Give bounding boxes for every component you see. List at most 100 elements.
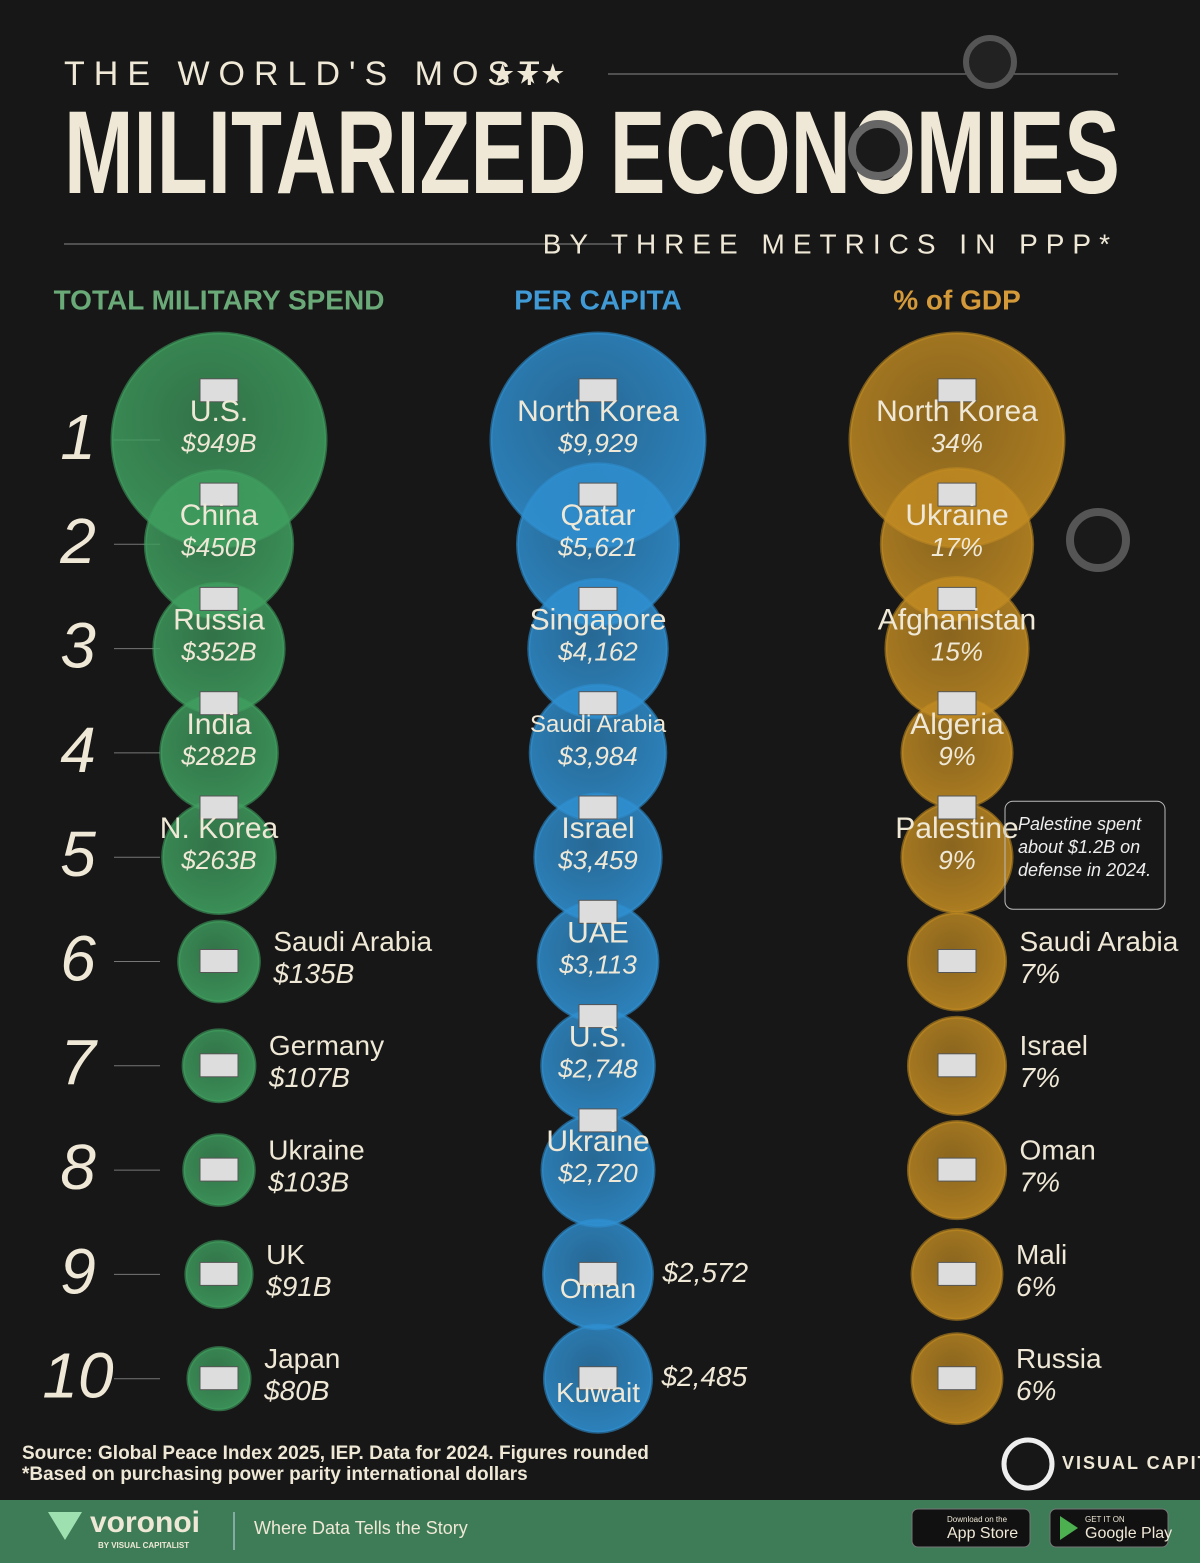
flag: [937, 949, 977, 973]
bubble-label: Japan: [264, 1343, 340, 1374]
vc-logo: [1001, 1437, 1055, 1491]
value-label: 34%: [931, 428, 983, 458]
voronoi: voronoi: [90, 1506, 200, 1539]
annotation-text: Palestine spent about $1.2B on defense i…: [1018, 814, 1152, 881]
bubble-label: Mali: [1016, 1239, 1067, 1270]
value-label: 7%: [1020, 1166, 1060, 1197]
flag: [199, 378, 239, 403]
value-label: $3,113: [558, 949, 637, 979]
flag: [578, 586, 618, 611]
value-label: $103B: [267, 1166, 349, 1197]
bullet-hole: [1066, 508, 1130, 572]
bubble-label: Ukraine: [546, 1125, 649, 1158]
flag: [578, 1261, 618, 1286]
value-label: 9%: [938, 845, 976, 875]
bubble-label: China: [180, 499, 259, 532]
flag: [199, 1366, 239, 1391]
bubble-label: Ukraine: [268, 1134, 364, 1165]
flag: [937, 1261, 977, 1286]
flag: [578, 1004, 618, 1029]
bubble-label: Israel: [1020, 1030, 1088, 1061]
value-label: $2,485: [661, 1361, 748, 1392]
bubble-label: Saudi Arabia: [1020, 926, 1179, 957]
bubble-label: North Korea: [517, 395, 679, 428]
flag: [937, 795, 977, 820]
flag: [937, 482, 977, 507]
bubble-label: Germany: [269, 1030, 384, 1061]
tagline: Where Data Tells the Story: [254, 1518, 468, 1538]
bubble-label: Saudi Arabia: [273, 926, 432, 957]
bubble-label: Palestine: [895, 812, 1018, 845]
value-label: $352B: [180, 636, 256, 666]
value-label: $282B: [180, 741, 256, 771]
value-label: $949B: [180, 428, 256, 458]
value-label: 17%: [931, 532, 983, 562]
google-play-button[interactable]: [1049, 1508, 1169, 1548]
rank: 1: [60, 401, 96, 473]
column-title: % of GDP: [893, 284, 1021, 315]
bubble-label: UAE: [567, 916, 629, 949]
column-title: TOTAL MILITARY SPEND: [54, 284, 385, 315]
app-store-button[interactable]: [911, 1508, 1031, 1548]
bubble-label: Algeria: [910, 708, 1004, 741]
rank: 4: [60, 714, 96, 786]
value-label: 7%: [1020, 1062, 1060, 1093]
app-store: App Store: [947, 1525, 1018, 1542]
flag: [578, 899, 618, 924]
value-label: $4,162: [557, 636, 638, 666]
value-label: 6%: [1016, 1375, 1056, 1406]
annotation-box: [1004, 800, 1166, 910]
app-store-small: Download on the: [947, 1515, 1008, 1524]
footnote: *Based on purchasing power parity intern…: [22, 1464, 528, 1485]
flag: [199, 691, 239, 716]
value-label: $107B: [268, 1062, 350, 1093]
bubble-label: Russia: [173, 604, 265, 637]
bubble-label: UK: [266, 1239, 305, 1270]
bubble-label: Singapore: [530, 604, 667, 637]
value-label: $80B: [263, 1375, 329, 1406]
flag: [578, 1366, 618, 1391]
bubble-label: Oman: [1020, 1134, 1096, 1165]
flag: [199, 1261, 239, 1286]
value-label: $3,459: [557, 845, 638, 875]
flag: [578, 378, 618, 403]
bubble-label: Kuwait: [556, 1377, 640, 1408]
main-title: MILITARIZED ECONOMIES: [64, 87, 1120, 219]
value-label: $263B: [180, 845, 256, 875]
flag: [578, 795, 618, 820]
play-icon: [1060, 1516, 1078, 1540]
value-label: $5,621: [557, 532, 638, 562]
flag: [937, 1157, 977, 1182]
value-label: 9%: [938, 741, 976, 771]
voronoi-logo: [48, 1512, 82, 1540]
value-label: 7%: [1020, 958, 1060, 989]
rank: 10: [42, 1340, 114, 1412]
flag: [199, 949, 239, 973]
value-label: $9,929: [557, 428, 638, 458]
annotation: Palestine spent about $1.2B on defense i…: [1018, 814, 1152, 881]
flag: [578, 1108, 618, 1133]
bubble-label: U.S.: [569, 1021, 627, 1054]
value-label: $2,748: [557, 1054, 638, 1084]
value-label: $2,720: [557, 1158, 638, 1188]
voronoi-sub: BY VISUAL CAPITALIST: [98, 1541, 189, 1550]
value-label: $91B: [265, 1271, 331, 1302]
flag: [199, 1157, 239, 1182]
subtitle: BY THREE METRICS IN PPP*: [543, 228, 1118, 259]
flag: [199, 482, 239, 507]
rank: 7: [60, 1027, 98, 1099]
flag: [937, 1053, 977, 1078]
value-label: 15%: [931, 636, 983, 666]
bubble-label: N. Korea: [160, 812, 279, 845]
value-label: 6%: [1016, 1271, 1056, 1302]
bubble-label: Oman: [560, 1273, 636, 1304]
flag: [199, 795, 239, 820]
rank: 8: [60, 1131, 96, 1203]
flag: [199, 586, 239, 611]
rank: 6: [60, 922, 96, 994]
flag: [199, 1053, 239, 1078]
flag: [937, 691, 977, 716]
bubble-label: Qatar: [560, 499, 635, 532]
bubble-label: Afghanistan: [878, 604, 1036, 637]
